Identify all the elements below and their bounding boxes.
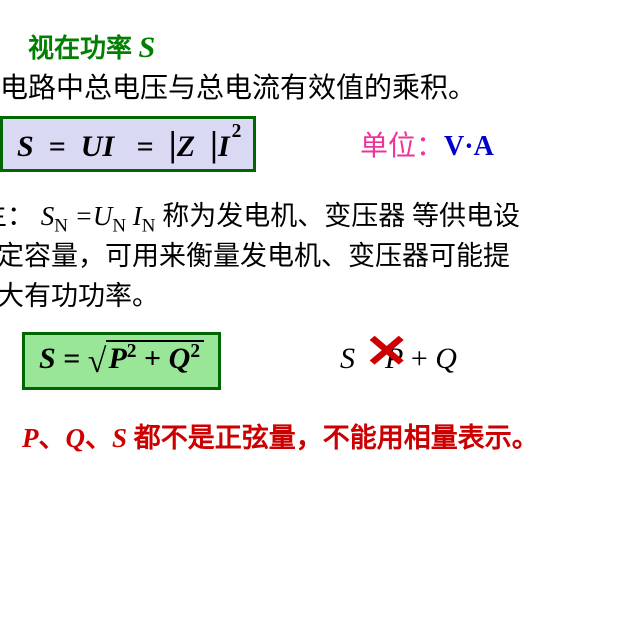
note-tail1: 称为发电机、变压器 等供电设: [155, 201, 520, 231]
concl-sep1: 、: [39, 423, 66, 453]
f1-i: I: [218, 130, 230, 163]
title-line: 视在功率 S: [28, 28, 155, 65]
formula-box-s-ui: S = UI = |Z |I2: [0, 116, 256, 172]
f1-ui: UI: [81, 130, 114, 163]
f1-z: Z: [177, 130, 195, 163]
note-sn: SN: [41, 201, 68, 231]
sqrt-sign: √: [88, 343, 107, 380]
f1-abs1: |: [169, 124, 177, 164]
f1-lhs: S: [17, 130, 34, 163]
formula-box-s-pq: S = √P2 + Q2: [22, 332, 221, 390]
concl-sep2: 、: [85, 423, 112, 453]
conclusion-line: P、Q、S 都不是正弦量，不能用相量表示。: [22, 416, 539, 455]
f1-eq2: =: [137, 130, 154, 163]
unit-value: V·A: [444, 131, 494, 162]
title-symbol: S: [139, 31, 156, 64]
f2-eq: =: [56, 342, 88, 375]
note-line3: 最大有功功率。: [0, 276, 159, 317]
note-line1: 主： SN =UN IN 称为发电机、变压器 等供电设: [0, 196, 520, 241]
concl-q: Q: [66, 423, 86, 453]
concl-p: P: [22, 423, 39, 453]
note-line2: 额定容量，可用来衡量发电机、变压器可能提: [0, 236, 510, 277]
sqrt-content: P2 + Q2: [106, 340, 204, 375]
f2-lhs: S: [39, 342, 56, 375]
note-un: UN: [93, 201, 126, 231]
note-prefix: 主：: [0, 201, 34, 231]
concl-s: S: [112, 423, 127, 453]
wrong-s: S: [340, 342, 355, 375]
title-text: 视在功率: [28, 34, 132, 63]
wrong-q: Q: [435, 342, 457, 375]
f1-abs2: |: [210, 124, 218, 164]
definition-text: 电路中总电压与总电流有效值的乘积。: [0, 66, 476, 106]
cross-icon: ✕: [364, 325, 409, 379]
note-in: IN: [126, 201, 155, 231]
note-eq: =: [68, 201, 93, 231]
f1-exp: 2: [232, 121, 242, 142]
unit-line: 单位：V·A: [360, 124, 494, 164]
f1-eq1: =: [49, 130, 66, 163]
unit-label: 单位：: [360, 131, 444, 162]
concl-tail: 都不是正弦量，不能用相量表示。: [127, 423, 539, 453]
